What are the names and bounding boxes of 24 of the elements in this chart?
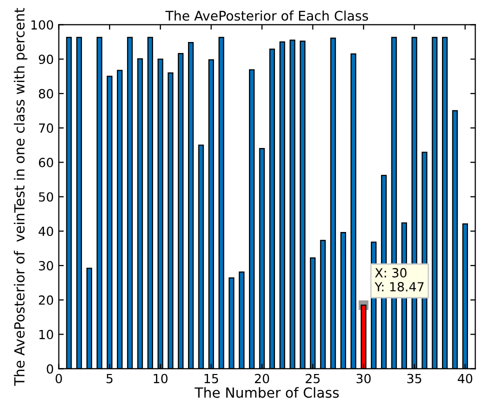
y-tick-label: 70 <box>39 123 54 133</box>
x-tick-label: 30 <box>356 374 371 384</box>
chart-title: The AvePosterior of Each Class <box>165 10 368 21</box>
x-tick-label: 15 <box>204 374 218 384</box>
y-tick-label: 100 <box>31 20 54 30</box>
annotation: X: 30 Y: 18.47 <box>374 268 424 292</box>
x-tick-label: 40 <box>458 374 472 384</box>
y-tick-label: 90 <box>38 54 54 64</box>
x-tick-label: 5 <box>106 374 112 384</box>
y-tick-label: 20 <box>38 295 54 305</box>
y-tick-label: 80 <box>38 88 54 98</box>
x-tick-label: 10 <box>154 374 168 384</box>
x-tick-label: 35 <box>407 374 422 384</box>
y-tick-label: 10 <box>39 330 54 340</box>
y-tick-label: 30 <box>38 261 54 270</box>
y-tick-label: 60 <box>38 158 54 168</box>
x-tick-label: 25 <box>306 374 320 384</box>
x-tick-label: 0 <box>56 374 62 384</box>
x-axis-title: The Number of Class <box>194 387 339 398</box>
x-tick-label: 20 <box>254 374 270 384</box>
y-tick-label: 0 <box>46 364 54 374</box>
y-axis-title: The AvePosterior of veinTest in one class with percent <box>14 8 28 386</box>
y-tick-label: 50 <box>38 192 54 202</box>
y-tick-label: 40 <box>38 226 54 236</box>
